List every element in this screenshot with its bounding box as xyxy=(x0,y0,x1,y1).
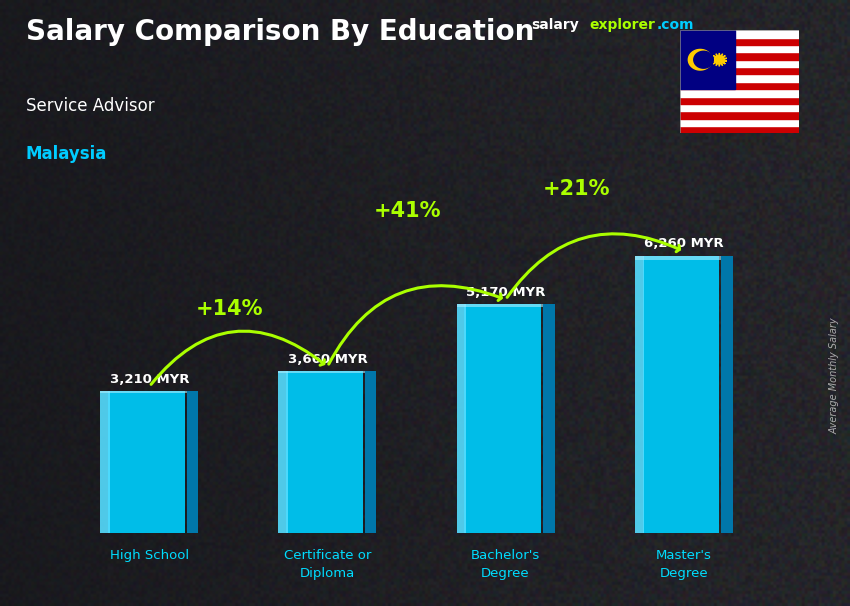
Bar xyxy=(680,96,799,104)
Bar xyxy=(680,104,799,112)
Bar xyxy=(680,60,799,67)
Text: Malaysia: Malaysia xyxy=(26,145,107,164)
Bar xyxy=(464,304,541,533)
Bar xyxy=(680,45,799,52)
Polygon shape xyxy=(694,52,713,68)
Text: 5,170 MYR: 5,170 MYR xyxy=(466,285,545,299)
Bar xyxy=(365,371,377,533)
Text: Salary Comparison By Education: Salary Comparison By Education xyxy=(26,18,534,46)
Bar xyxy=(456,304,543,307)
Text: 6,260 MYR: 6,260 MYR xyxy=(643,238,723,250)
Bar xyxy=(279,371,288,533)
Bar xyxy=(680,67,799,75)
Bar xyxy=(286,371,363,533)
Text: +21%: +21% xyxy=(543,179,610,199)
Bar xyxy=(279,371,365,373)
Text: +14%: +14% xyxy=(196,299,264,319)
Bar xyxy=(456,304,467,533)
Text: 3,210 MYR: 3,210 MYR xyxy=(110,373,189,385)
Bar xyxy=(635,256,644,533)
Bar xyxy=(721,256,733,533)
Text: 3,660 MYR: 3,660 MYR xyxy=(287,353,367,365)
Bar xyxy=(100,391,187,393)
Bar xyxy=(108,391,184,533)
Bar xyxy=(543,304,554,533)
Bar xyxy=(643,256,719,533)
Text: salary: salary xyxy=(531,18,579,32)
Bar xyxy=(680,82,799,89)
Bar xyxy=(680,75,799,82)
Text: .com: .com xyxy=(657,18,694,32)
Bar xyxy=(680,52,799,60)
Bar xyxy=(680,112,799,119)
Bar xyxy=(680,89,799,96)
Text: +41%: +41% xyxy=(374,201,441,221)
Text: Service Advisor: Service Advisor xyxy=(26,97,154,115)
Bar xyxy=(680,126,799,133)
Bar xyxy=(680,119,799,126)
Bar xyxy=(187,391,198,533)
Bar xyxy=(680,38,799,45)
Bar xyxy=(635,256,721,260)
Bar xyxy=(100,391,110,533)
Text: explorer: explorer xyxy=(589,18,654,32)
Bar xyxy=(680,30,799,38)
Text: Average Monthly Salary: Average Monthly Salary xyxy=(830,318,840,434)
Polygon shape xyxy=(711,53,727,67)
Polygon shape xyxy=(688,50,712,70)
Bar xyxy=(680,30,734,89)
